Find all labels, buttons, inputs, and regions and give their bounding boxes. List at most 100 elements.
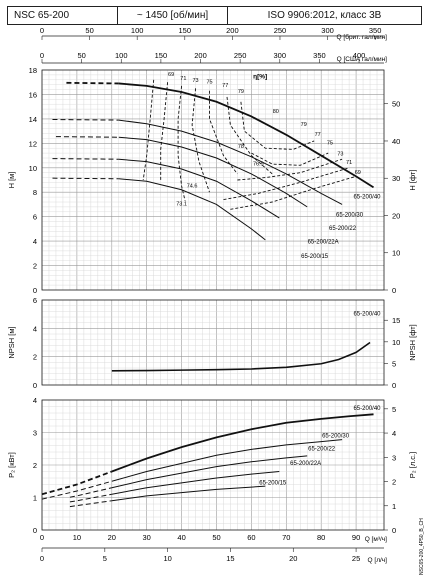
panel-frame [41, 299, 385, 386]
efficiency-label: 79 [238, 89, 244, 95]
y-right-axis-label: H [фт] [408, 169, 417, 190]
iso-efficiency-line [226, 96, 273, 175]
efficiency-label: 74.6 [187, 183, 198, 189]
efficiency-label: 80 [273, 109, 279, 115]
series-label: 65-200/30 [322, 433, 350, 439]
m3h-tick-label: 20 [108, 533, 116, 542]
imp-gal-axis-label: Q [брит. гал/мин] [337, 33, 388, 41]
imp-gal-tick-label: 250 [274, 26, 287, 35]
series-line [111, 439, 343, 482]
y-tick-label: 6 [33, 296, 37, 305]
series-label: 65-200/22 [308, 446, 336, 452]
y-tick-label: 2 [33, 262, 37, 271]
efficiency-label: 73 [192, 78, 198, 84]
m3h-tick-label: 50 [212, 533, 220, 542]
y-tick-label: 0 [33, 526, 37, 535]
y-tick-label: 6 [33, 213, 37, 222]
pump-speed: ~ 1450 [об/мин] [118, 7, 228, 24]
series-line [111, 455, 308, 489]
efficiency-label: 71 [180, 76, 186, 82]
series-line [111, 471, 280, 495]
efficiency-label: 76.9 [253, 161, 264, 167]
footer-code: NSC65-200_4P50_B_CH [419, 518, 425, 575]
series-line [118, 119, 343, 205]
y-right-tick-label: 15 [392, 316, 400, 325]
y-tick-label: 16 [29, 90, 37, 99]
y-axis-label: H [м] [7, 172, 16, 189]
y-axis-label: P₂ [кВт] [7, 452, 16, 478]
m3h-tick-label: 90 [352, 533, 360, 542]
series-label: 65-200/40 [353, 194, 381, 200]
series-label: 65-200/15 [301, 254, 329, 260]
y-tick-label: 12 [29, 139, 37, 148]
ls-tick-label: 15 [226, 554, 234, 563]
y-tick-label: 1 [33, 494, 37, 503]
series-line-dashed [69, 500, 112, 508]
y-tick-label: 2 [33, 461, 37, 470]
y-right-tick-label: 10 [392, 338, 400, 347]
m3h-tick-label: 0 [40, 533, 44, 542]
efficiency-label: 75 [327, 141, 333, 147]
series-line-dashed [52, 119, 119, 121]
imp-gal-tick-label: 150 [179, 26, 192, 35]
series-line-dashed [69, 487, 112, 498]
efficiency-label: 71 [346, 160, 352, 166]
pump-model: NSC 65-200 [8, 7, 118, 24]
y-tick-label: 14 [29, 115, 37, 124]
y-right-tick-label: 5 [392, 405, 396, 414]
y-right-tick-label: 5 [392, 359, 396, 368]
series-line-dashed [41, 480, 112, 500]
m3h-tick-label: 80 [317, 533, 325, 542]
series-line [118, 178, 266, 241]
series-line-dashed [41, 470, 113, 496]
iso-efficiency-line [251, 152, 329, 166]
iso-efficiency-line [230, 175, 357, 210]
y-tick-label: 0 [33, 286, 37, 295]
y-tick-label: 8 [33, 188, 37, 197]
y-tick-label: 10 [29, 164, 37, 173]
efficiency-label: 69 [355, 170, 361, 176]
header-bar: NSC 65-200 ~ 1450 [об/мин] ISO 9906:2012… [7, 6, 422, 25]
efficiency-label: 73.1 [176, 202, 187, 208]
test-standard: ISO 9906:2012, класс 3B [267, 10, 382, 21]
y-right-tick-label: 10 [392, 249, 400, 258]
y-right-tick-label: 2 [392, 478, 396, 487]
eta-label: η[%] [253, 74, 267, 81]
series-line [118, 82, 375, 189]
efficiency-label: 75 [206, 79, 212, 85]
us-gal-axis-label: Q [США гал/мин] [337, 56, 388, 63]
y-axis-label: NPSH [м] [7, 326, 16, 358]
series-label: 65-200/15 [259, 481, 287, 487]
series-label: 65-200/40 [353, 406, 381, 412]
series-line [111, 341, 371, 372]
y-right-tick-label: 50 [392, 100, 400, 109]
m3h-tick-label: 60 [247, 533, 255, 542]
efficiency-label: 77 [315, 132, 321, 138]
y-tick-label: 4 [33, 237, 37, 246]
iso-efficiency-line [191, 88, 210, 193]
efficiency-label: 69 [168, 72, 174, 78]
us-gal-tick-label: 250 [234, 51, 247, 60]
us-gal-tick-label: 350 [313, 51, 326, 60]
iso-efficiency-line [240, 101, 315, 150]
us-gal-tick-label: 150 [155, 51, 168, 60]
m3h-tick-label: 70 [282, 533, 290, 542]
y-tick-label: 2 [33, 353, 37, 362]
series-line-dashed [55, 136, 119, 138]
m3h-tick-label: 40 [177, 533, 185, 542]
m3h-tick-label: 30 [143, 533, 151, 542]
imp-gal-tick-label: 100 [131, 26, 144, 35]
ls-tick-label: 25 [352, 554, 360, 563]
y-right-tick-label: 30 [392, 174, 400, 183]
iso-efficiency-line [142, 79, 155, 181]
efficiency-label: 78 [238, 144, 244, 150]
ls-tick-label: 10 [163, 554, 171, 563]
efficiency-label: 73 [337, 152, 343, 158]
y-right-tick-label: 3 [392, 453, 396, 462]
y-right-tick-label: 40 [392, 137, 400, 146]
series-label: 65-200/22A [290, 461, 321, 467]
iso-efficiency-line [160, 82, 169, 180]
ls-tick-label: 20 [289, 554, 297, 563]
us-gal-tick-label: 100 [115, 51, 128, 60]
